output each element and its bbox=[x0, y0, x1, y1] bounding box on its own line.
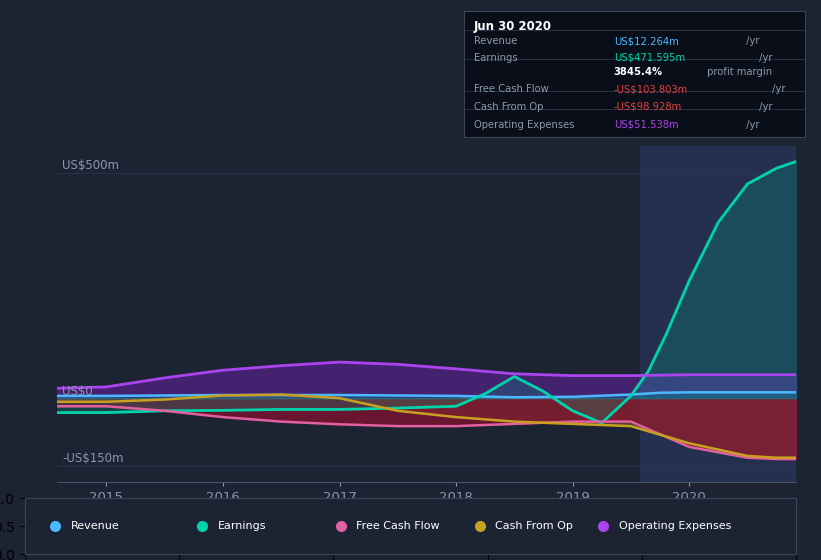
Text: Jun 30 2020: Jun 30 2020 bbox=[474, 20, 552, 33]
Text: /yr: /yr bbox=[756, 53, 773, 63]
Text: profit margin: profit margin bbox=[704, 67, 773, 77]
Text: US$471.595m: US$471.595m bbox=[614, 53, 685, 63]
Text: Free Cash Flow: Free Cash Flow bbox=[356, 521, 440, 531]
Text: Operating Expenses: Operating Expenses bbox=[619, 521, 732, 531]
Text: Operating Expenses: Operating Expenses bbox=[474, 120, 575, 129]
Text: /yr: /yr bbox=[743, 36, 759, 46]
Text: Cash From Op: Cash From Op bbox=[495, 521, 573, 531]
Text: Revenue: Revenue bbox=[474, 36, 517, 46]
Text: Free Cash Flow: Free Cash Flow bbox=[474, 85, 548, 94]
Text: US$12.264m: US$12.264m bbox=[614, 36, 678, 46]
Text: /yr: /yr bbox=[743, 120, 759, 129]
Text: -US$98.928m: -US$98.928m bbox=[614, 102, 682, 112]
Text: /yr: /yr bbox=[769, 85, 786, 94]
Bar bbox=[640, 146, 796, 482]
Text: /yr: /yr bbox=[756, 102, 773, 112]
Text: 3845.4%: 3845.4% bbox=[614, 67, 663, 77]
Text: US$500m: US$500m bbox=[62, 159, 119, 172]
Text: Earnings: Earnings bbox=[474, 53, 518, 63]
Text: -US$103.803m: -US$103.803m bbox=[614, 85, 688, 94]
Text: Earnings: Earnings bbox=[218, 521, 266, 531]
Text: US$51.538m: US$51.538m bbox=[614, 120, 678, 129]
Text: -US$150m: -US$150m bbox=[62, 452, 124, 465]
Text: US$0: US$0 bbox=[62, 385, 93, 398]
Text: Revenue: Revenue bbox=[71, 521, 120, 531]
Text: Cash From Op: Cash From Op bbox=[474, 102, 544, 112]
